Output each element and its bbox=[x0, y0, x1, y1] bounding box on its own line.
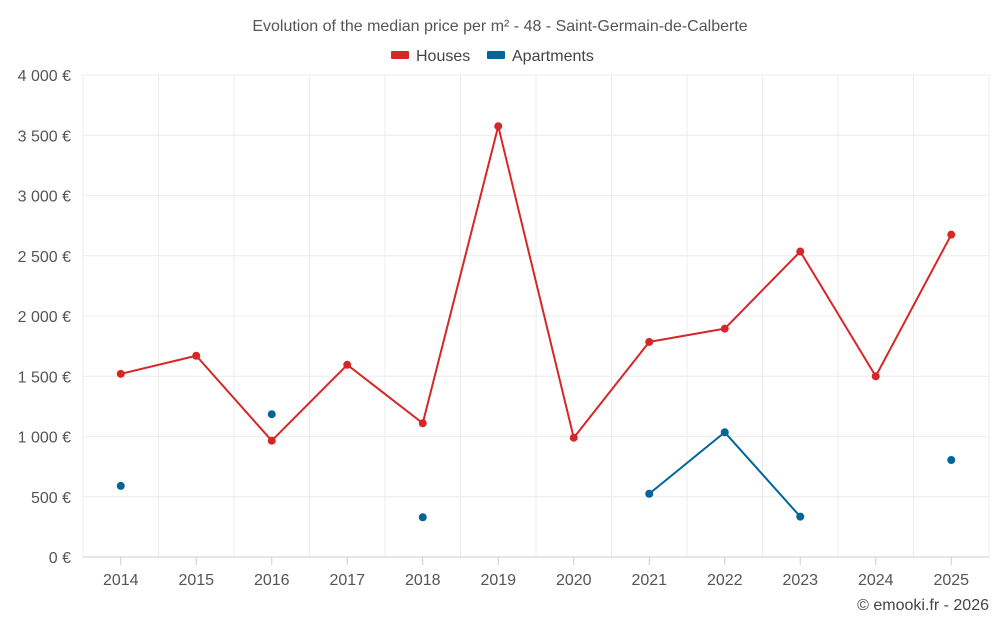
data-point-apartments[interactable] bbox=[116, 481, 125, 490]
data-point-houses[interactable] bbox=[720, 324, 729, 333]
y-tick-label: 3 000 € bbox=[18, 189, 71, 206]
data-point-houses[interactable] bbox=[116, 369, 125, 378]
data-point-houses[interactable] bbox=[569, 433, 578, 442]
data-point-houses[interactable] bbox=[871, 372, 880, 381]
x-tick-label: 2019 bbox=[480, 572, 516, 589]
data-point-apartments[interactable] bbox=[796, 512, 805, 521]
y-axis: 0 € 500 € 1 000 € 1 500 € 2 000 € 2 500 € 3 00… bbox=[18, 68, 71, 567]
data-point-apartments[interactable] bbox=[720, 428, 729, 437]
y-tick-label: 0 € bbox=[49, 550, 71, 567]
x-tick-label: 2014 bbox=[103, 572, 139, 589]
x-tick-label: 2015 bbox=[178, 572, 214, 589]
data-point-houses[interactable] bbox=[192, 351, 201, 360]
chart-title: Evolution of the median price per m² - 4… bbox=[252, 18, 747, 35]
data-point-houses[interactable] bbox=[418, 419, 427, 428]
x-tick-label: 2025 bbox=[933, 572, 969, 589]
data-point-houses[interactable] bbox=[494, 122, 503, 131]
data-point-apartments[interactable] bbox=[947, 455, 956, 464]
x-tick-label: 2021 bbox=[631, 572, 667, 589]
series-houses bbox=[116, 122, 956, 445]
series-layer bbox=[116, 122, 956, 522]
credit: © emooki.fr - 2026 bbox=[857, 597, 989, 614]
data-point-houses[interactable] bbox=[796, 247, 805, 256]
data-point-houses[interactable] bbox=[343, 360, 352, 369]
x-axis: 2014 2015 2016 2017 2018 2019 2020 2021 2022 2023… bbox=[83, 556, 989, 589]
y-tick-label: 1 000 € bbox=[18, 430, 71, 447]
legend-swatch-houses bbox=[391, 51, 409, 59]
data-point-apartments[interactable] bbox=[645, 489, 654, 498]
series-line-apartments bbox=[648, 431, 802, 518]
x-tick-label: 2016 bbox=[254, 572, 290, 589]
data-point-houses[interactable] bbox=[267, 436, 276, 445]
legend-swatch-apartments bbox=[487, 51, 505, 59]
data-point-apartments[interactable] bbox=[267, 410, 276, 419]
x-tick-label: 2018 bbox=[405, 572, 441, 589]
y-tick-label: 500 € bbox=[31, 490, 71, 507]
legend: Houses Apartments bbox=[391, 48, 594, 65]
y-tick-label: 3 500 € bbox=[18, 128, 71, 145]
y-tick-label: 2 000 € bbox=[18, 309, 71, 326]
y-tick-label: 2 500 € bbox=[18, 249, 71, 266]
series-line-houses bbox=[119, 125, 953, 442]
legend-label-apartments: Apartments bbox=[512, 48, 594, 65]
x-tick-label: 2017 bbox=[329, 572, 365, 589]
legend-label-houses: Houses bbox=[416, 48, 470, 65]
series-apartments bbox=[116, 410, 956, 522]
grid bbox=[82, 74, 990, 557]
y-tick-label: 4 000 € bbox=[18, 68, 71, 85]
data-point-houses[interactable] bbox=[645, 337, 654, 346]
y-tick-label: 1 500 € bbox=[18, 369, 71, 386]
x-tick-label: 2020 bbox=[556, 572, 592, 589]
data-point-houses[interactable] bbox=[947, 230, 956, 239]
x-tick-label: 2023 bbox=[782, 572, 818, 589]
data-point-apartments[interactable] bbox=[418, 513, 427, 522]
x-tick-label: 2022 bbox=[707, 572, 743, 589]
legend-item-apartments[interactable]: Apartments bbox=[487, 48, 594, 65]
legend-item-houses[interactable]: Houses bbox=[391, 48, 470, 65]
x-tick-label: 2024 bbox=[858, 572, 894, 589]
